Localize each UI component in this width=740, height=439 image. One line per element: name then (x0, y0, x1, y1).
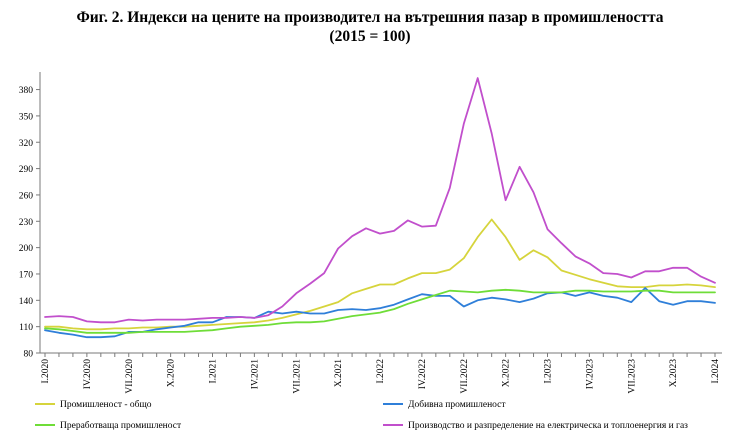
x-tick-label: X.2023 (669, 359, 679, 387)
y-tick-label: 80 (24, 350, 34, 360)
x-tick-group: I.2020 IV.2020 VII.2020 X.2020 I.2021 IV.2021… (41, 353, 721, 394)
x-tick-label: IV.2021 (250, 359, 260, 389)
x-tick-label: I.2021 (209, 359, 219, 384)
series-line-2 (44, 287, 716, 339)
x-tick-label: IV.2022 (418, 359, 428, 389)
y-tick-label: 350 (19, 112, 34, 122)
x-tick-label: IV.2023 (585, 359, 595, 389)
legend-label: Производство и разпределение на електрич… (408, 421, 688, 431)
y-tick-label: 290 (19, 165, 34, 175)
series-line-4 (44, 77, 716, 324)
y-tick-label: 230 (19, 218, 34, 228)
series-line-1 (44, 218, 716, 331)
x-tick-label: X.2022 (502, 359, 512, 387)
chart-title-line-1: Фиг. 2. Индекси на цените на производите… (76, 9, 664, 26)
x-tick-label: X.2021 (334, 359, 344, 387)
series-lines (44, 77, 716, 339)
y-tick-label: 320 (19, 139, 34, 149)
chart-title-line-2: (2015 = 100) (329, 28, 411, 45)
legend-label: Добивна промишленост (408, 399, 506, 410)
legend-label: Преработваща промишленост (60, 420, 182, 431)
x-tick-label: I.2022 (376, 359, 386, 384)
x-tick-label: IV.2020 (83, 359, 93, 389)
x-tick-label: I.2020 (41, 359, 51, 384)
y-tick-label: 260 (19, 191, 34, 201)
chart-title: Фиг. 2. Индекси на цените на производите… (0, 8, 740, 46)
x-tick-label: VII.2021 (292, 359, 302, 394)
y-tick-label: 140 (19, 297, 34, 307)
y-tick-label: 380 (19, 86, 34, 96)
y-tick-label: 110 (19, 323, 33, 333)
x-tick-label: X.2020 (167, 359, 177, 387)
x-tick-label: VII.2023 (627, 359, 637, 394)
x-tick-label: I.2023 (544, 359, 554, 384)
x-tick-label: VII.2022 (460, 359, 470, 394)
x-tick-label: I.2024 (711, 359, 721, 384)
legend-label: Промишленост - общо (60, 399, 152, 410)
y-tick-group: 80 110 140 170 200 230 260 290 320 350 380 (19, 86, 40, 360)
y-tick-label: 170 (19, 270, 34, 280)
legend: Промишленост - общо Добивна промишленост П… (35, 399, 688, 431)
series-line-3 (44, 288, 716, 334)
x-tick-label: VII.2020 (125, 359, 135, 394)
y-tick-label: 200 (19, 244, 34, 254)
